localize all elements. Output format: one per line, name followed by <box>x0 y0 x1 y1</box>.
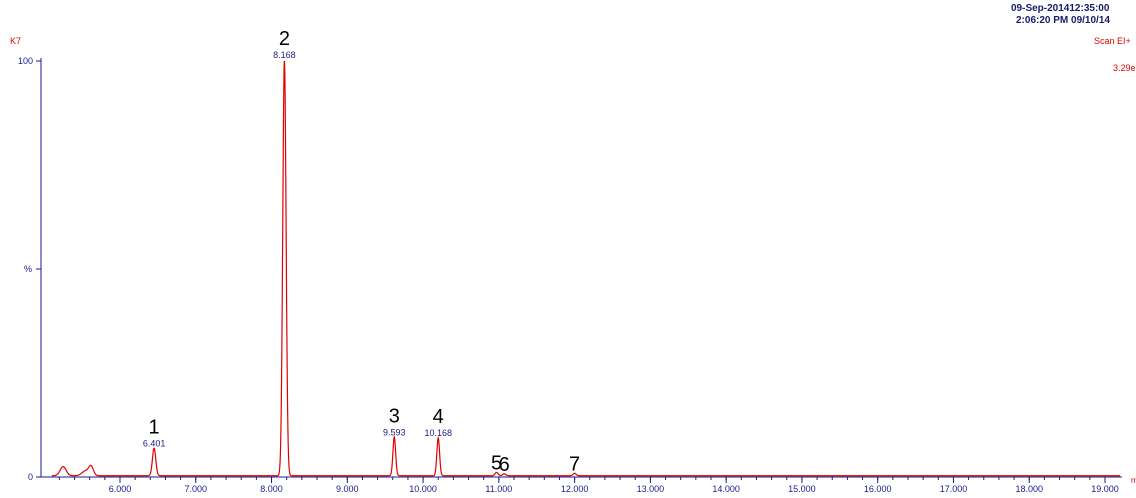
x-tick-label: 15.000 <box>788 484 816 494</box>
x-tick-label: 19.000 <box>1091 484 1119 494</box>
peak-rt-label: 9.593 <box>383 427 406 437</box>
x-tick-label: 9.000 <box>336 484 359 494</box>
x-axis-label: m <box>1131 476 1136 485</box>
print-datetime: 2:06:20 PM 09/10/14 <box>1016 15 1110 26</box>
x-tick-label: 11.000 <box>485 484 512 494</box>
y-tick-label: 0 <box>28 472 33 482</box>
acquisition-datetime: 09-Sep-201412:35:00 <box>1011 3 1110 14</box>
peak-number-label: 7 <box>569 454 580 476</box>
x-tick-label: 18.000 <box>1015 484 1043 494</box>
x-tick-label: 17.000 <box>940 484 968 494</box>
peak-rt-label: 8.168 <box>273 50 296 60</box>
peak-number-label: 3 <box>389 405 400 427</box>
x-tick-label: 8.000 <box>260 484 283 494</box>
y-tick-label: 100 <box>18 56 33 66</box>
x-tick-label: 13.000 <box>637 484 665 494</box>
x-tick-label: 14.000 <box>712 484 740 494</box>
x-tick-label: 7.000 <box>185 484 208 494</box>
intensity-label: 3.29e <box>1113 63 1136 73</box>
y-axis-label: % <box>24 264 32 274</box>
peak-number-label: 4 <box>433 406 444 428</box>
peak-number-label: 2 <box>279 28 290 50</box>
x-tick-label: 10.000 <box>409 484 437 494</box>
peak-rt-label: 6.401 <box>143 439 166 449</box>
peak-number-label: 1 <box>149 417 160 439</box>
peak-number-label: 5 <box>491 453 502 475</box>
peak-rt-label: 10.168 <box>424 428 452 438</box>
peak-number-label: 6 <box>499 454 510 476</box>
scan-mode-label: Scan EI+ <box>1094 36 1131 46</box>
chromatogram-trace <box>51 60 1121 477</box>
sample-label: K7 <box>10 36 22 46</box>
x-tick-label: 16.000 <box>864 484 892 494</box>
x-tick-label: 12.000 <box>561 484 589 494</box>
x-tick-label: 6.000 <box>109 484 132 494</box>
